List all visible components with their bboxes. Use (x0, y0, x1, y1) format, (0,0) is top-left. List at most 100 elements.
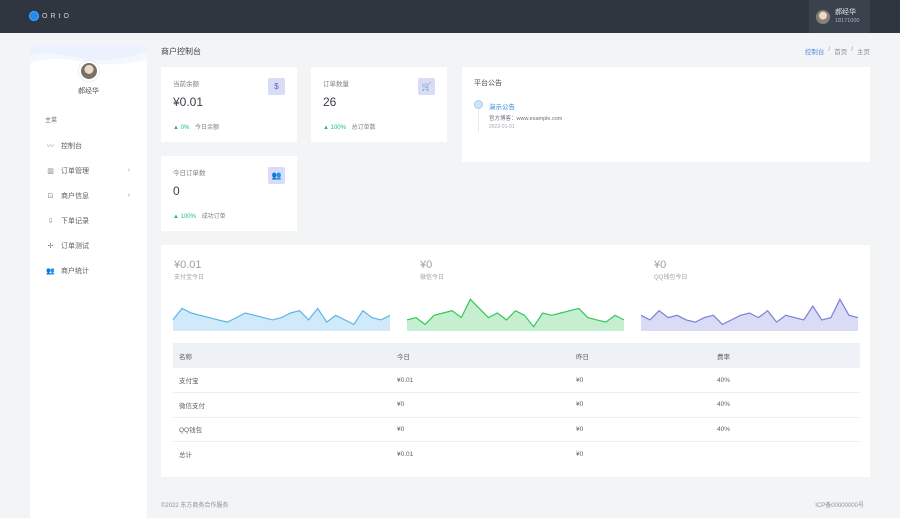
cart-icon: 🛒 (418, 78, 435, 95)
stat-title: 当前余额 (173, 81, 199, 88)
stat-card-today-orders: 今日订单数 👥 0 ▲ 100% 成功订单 (161, 156, 297, 231)
dollar-icon: $ (268, 78, 285, 95)
mini-value: ¥0.01 (174, 259, 202, 271)
mini-label: 支付宝今日 (174, 275, 205, 281)
sidebar-item-merchant[interactable]: ⊡ 商户信息 › (30, 183, 147, 208)
logo-text: ORtO (42, 12, 72, 20)
sparkline-area (173, 308, 390, 331)
stat-trend: 100% (180, 214, 196, 220)
pin-icon: ✢ (47, 242, 54, 250)
column-header: 昨日 (570, 343, 711, 368)
sidebar-item-stats[interactable]: 👥 商户统计 (30, 258, 147, 283)
table-cell: ¥0 (576, 450, 584, 458)
sparkline-alipay (173, 307, 390, 331)
column-header: 名称 (173, 343, 391, 368)
mini-label: 微信今日 (420, 275, 445, 281)
sparkline-line (407, 298, 624, 328)
channel-table: 名称 今日 昨日 费率 支付宝 ¥0.01 ¥0 40% 微信支付 ¥0 ¥0 … (173, 343, 860, 466)
shop-icon: ⊡ (47, 192, 54, 200)
trend-up-icon: ▲ 100% (173, 214, 196, 220)
page-title: 商户控制台 (161, 47, 201, 56)
sparkline-wechat (407, 298, 624, 331)
user-menu[interactable]: 郝经华 18171000 (809, 0, 870, 33)
table-cell: 微信支付 (173, 392, 391, 418)
users-icon: 👥 (268, 167, 285, 184)
users-icon: 👥 (46, 267, 55, 275)
sidebar-item-records[interactable]: ⇩ 下单记录 (30, 208, 147, 233)
stat-footer: ▲ 0% 今日余额 (173, 122, 219, 131)
sidebar-avatar[interactable] (79, 61, 99, 81)
table-cell: ¥0.01 (397, 450, 414, 458)
stat-card-orders: 订单数量 🛒 26 ▲ 100% 总订单数 (311, 67, 447, 142)
user-id: 18171000 (835, 17, 860, 24)
table-cell: 40% (711, 368, 860, 393)
channel-panel: ¥0.01 支付宝今日 ¥0 微信今日 ¥0 QQ钱包今日 名称 今日 昨日 费… (161, 245, 870, 477)
table-cell: ¥0 (570, 392, 711, 418)
notice-date: 2023-01-01 (489, 124, 515, 130)
mini-value: ¥0 (654, 259, 667, 271)
table-row: 支付宝 ¥0.01 ¥0 40% (173, 368, 860, 393)
stat-trend: 100% (330, 125, 346, 131)
table-cell (711, 442, 860, 467)
avatar (816, 9, 830, 24)
stat-value: 26 (323, 95, 337, 109)
table-row: 总计 ¥0.01 ¥0 (173, 442, 860, 467)
breadcrumb-item[interactable]: 控制台 (804, 49, 825, 56)
table-cell: 40% (711, 417, 860, 442)
notice-card: 平台公告 演示公告 官方博客：www.example.com 2023-01-0… (462, 67, 870, 162)
stat-value: 0 (173, 184, 180, 198)
mini-stat-qq: ¥0 QQ钱包今日 (654, 259, 687, 281)
table-cell: ¥0 (570, 417, 711, 442)
top-bar: ORtO 郝经华 18171000 (0, 0, 900, 33)
sidebar-item-label: 订单管理 (61, 167, 89, 175)
stat-value: ¥0.01 (173, 95, 204, 109)
stat-note: 成功订单 (201, 214, 226, 220)
timeline-line (478, 110, 479, 132)
sidebar-item-label: 订单测试 (61, 242, 89, 250)
sidebar-item-label: 控制台 (61, 142, 82, 150)
sparkline-area (641, 299, 858, 331)
trend-up-icon: ▲ 0% (173, 125, 190, 131)
footer-copyright: ©2022 东方商务合作服务 (161, 503, 229, 509)
sidebar: 郝经华 主菜 〰 控制台 ▥ 订单管理 › ⊡ 商户信息 › ⇩ 下单记录 ✢ … (30, 45, 147, 518)
stat-title: 今日订单数 (173, 170, 206, 177)
sidebar-menu: 〰 控制台 ▥ 订单管理 › ⊡ 商户信息 › ⇩ 下单记录 ✢ 订单测试 👥 … (30, 133, 147, 283)
trend-up-icon: ▲ 100% (323, 125, 346, 131)
table-cell: ¥0 (391, 417, 570, 442)
stat-note: 今日余额 (194, 125, 219, 131)
breadcrumb: 控制台 / 首页 / 主页 (805, 46, 870, 56)
sidebar-item-test[interactable]: ✢ 订单测试 (30, 233, 147, 258)
stat-title: 订单数量 (323, 81, 349, 88)
table-cell: 40% (711, 392, 860, 418)
sidebar-item-orders[interactable]: ▥ 订单管理 › (30, 158, 147, 183)
table-cell: ¥0 (391, 392, 570, 418)
sidebar-item-label: 商户统计 (61, 267, 89, 275)
table-cell: ¥0.01 (391, 368, 570, 393)
notice-link[interactable]: 演示公告 (489, 104, 515, 111)
sparkline-area (407, 299, 624, 331)
stat-card-balance: 当前余额 $ ¥0.01 ▲ 0% 今日余额 (161, 67, 297, 142)
stat-trend: 0% (180, 125, 190, 131)
stat-note: 总订单数 (351, 125, 376, 131)
breadcrumb-item: 主页 (857, 49, 870, 56)
breadcrumb-separator: / (828, 46, 831, 53)
logo[interactable]: ORtO (29, 11, 72, 21)
notice-title: 平台公告 (474, 80, 502, 87)
mini-stat-wechat: ¥0 微信今日 (420, 259, 444, 281)
sidebar-item-label: 下单记录 (61, 217, 89, 225)
mini-label: QQ钱包今日 (654, 275, 688, 281)
mini-stat-alipay: ¥0.01 支付宝今日 (174, 259, 204, 281)
footer-icp[interactable]: ICP备00000000号 (815, 503, 864, 509)
breadcrumb-item[interactable]: 首页 (834, 49, 848, 56)
table-cell: 支付宝 (173, 368, 391, 393)
table-cell: ¥0 (570, 368, 711, 393)
table-row: QQ钱包 ¥0 ¥0 40% (173, 417, 860, 442)
stat-footer: ▲ 100% 总订单数 (323, 122, 376, 131)
sidebar-item-label: 商户信息 (61, 192, 89, 200)
chevron-right-icon: › (127, 192, 130, 199)
sidebar-user-name: 郝经华 (78, 88, 99, 95)
sparkline-qq (641, 298, 858, 331)
sidebar-item-dashboard[interactable]: 〰 控制台 (30, 133, 147, 158)
column-header: 今日 (391, 343, 570, 368)
download-icon: ⇩ (47, 217, 54, 225)
